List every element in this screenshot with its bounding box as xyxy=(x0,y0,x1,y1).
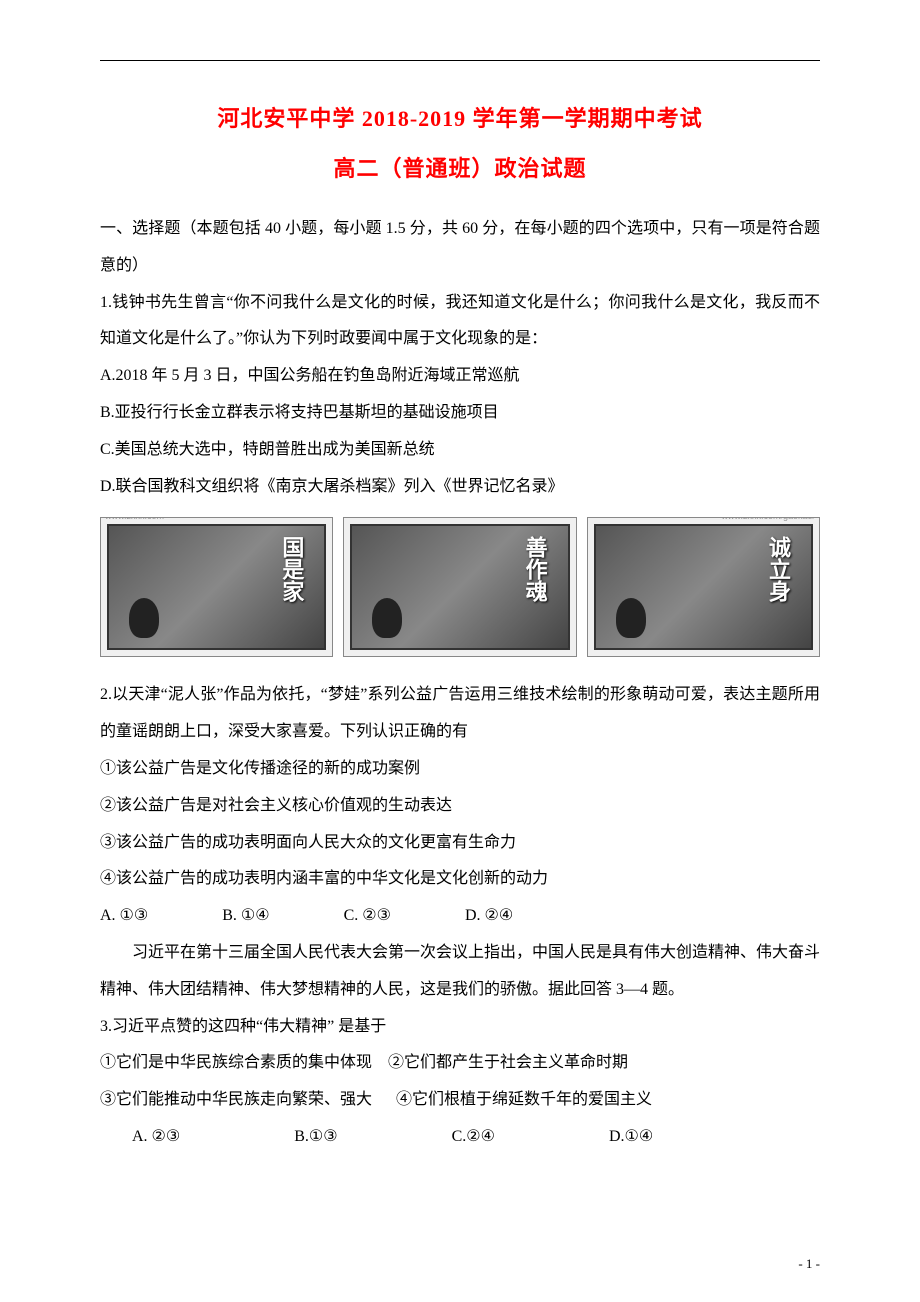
q3-line2: ③它们能推动中华民族走向繁荣、强大 ④它们根植于绵延数千年的爱国主义 xyxy=(100,1082,820,1119)
q1-stem: 1.钱钟书先生曾言“你不问我什么是文化的时候，我还知道文化是什么；你问我什么是文… xyxy=(100,285,820,359)
q3-optD: D.①④ xyxy=(609,1128,653,1145)
q3-s4: ④它们根植于绵延数千年的爱国主义 xyxy=(396,1091,652,1108)
main-title: 河北安平中学 2018-2019 学年第一学期期中考试 xyxy=(100,101,820,133)
section-header: 一、选择题（本题包括 40 小题，每小题 1.5 分，共 60 分，在每小题的四… xyxy=(100,211,820,285)
q2-optB: B. ①④ xyxy=(222,898,269,935)
q1-optA: A.2018 年 5 月 3 日，中国公务船在钓鱼岛附近海域正常巡航 xyxy=(100,358,820,395)
q2-optC: C. ②③ xyxy=(344,898,391,935)
q2-s4: ④该公益广告的成功表明内涵丰富的中华文化是文化创新的动力 xyxy=(100,861,820,898)
doll-icon xyxy=(129,598,159,638)
q1-optC: C.美国总统大选中，特朗普胜出成为美国新总统 xyxy=(100,432,820,469)
q2-s2: ②该公益广告是对社会主义核心价值观的生动表达 xyxy=(100,788,820,825)
q3-s1: ①它们是中华民族综合素质的集中体现 xyxy=(100,1054,372,1071)
page-number: - 1 - xyxy=(798,1256,820,1272)
q2-s3: ③该公益广告的成功表明面向人民大众的文化更富有生命力 xyxy=(100,825,820,862)
q2-s1: ①该公益广告是文化传播途径的新的成功案例 xyxy=(100,751,820,788)
image-card-1: www.zxxk.com 国是家 xyxy=(100,517,333,657)
q3-line1: ①它们是中华民族综合素质的集中体现 ②它们都产生于社会主义革命时期 xyxy=(100,1045,820,1082)
q2-stem: 2.以天津“泥人张”作品为依托，“梦娃”系列公益广告运用三维技术绘制的形象萌动可… xyxy=(100,677,820,751)
q3-stem: 3.习近平点赞的这四种“伟大精神” 是基于 xyxy=(100,1009,820,1046)
image-label-1: 国是家 xyxy=(266,536,317,602)
passage-3-4: 习近平在第十三届全国人民代表大会第一次会议上指出，中国人民是具有伟大创造精神、伟… xyxy=(100,935,820,1009)
q3-options: A. ②③ B.①③ C.②④ D.①④ xyxy=(100,1119,820,1156)
q1-optD: D.联合国教科文组织将《南京大屠杀档案》列入《世界记忆名录》 xyxy=(100,469,820,506)
q2-optA: A. ①③ xyxy=(100,898,148,935)
sub-title: 高二（普通班）政治试题 xyxy=(100,151,820,183)
q1-optB: B.亚投行行长金立群表示将支持巴基斯坦的基础设施项目 xyxy=(100,395,820,432)
image-inner-3: 诚立身 xyxy=(594,524,813,650)
doll-icon xyxy=(616,598,646,638)
image-label-3: 诚立身 xyxy=(752,536,803,602)
image-card-2: 善作魂 xyxy=(343,517,576,657)
q2-optD: D. ②④ xyxy=(465,898,513,935)
image-inner-2: 善作魂 xyxy=(350,524,569,650)
q3-s2: ②它们都产生于社会主义革命时期 xyxy=(388,1054,628,1071)
image-card-3: www.zxxk.com/gaokao/ 诚立身 xyxy=(587,517,820,657)
image-row: www.zxxk.com 国是家 善作魂 www.zxxk.com/gaokao… xyxy=(100,517,820,657)
q3-s3: ③它们能推动中华民族走向繁荣、强大 xyxy=(100,1091,372,1108)
image-inner-1: 国是家 xyxy=(107,524,326,650)
doll-icon xyxy=(372,598,402,638)
q2-options: A. ①③ B. ①④ C. ②③ D. ②④ xyxy=(100,898,820,935)
top-divider xyxy=(100,60,820,61)
q3-optA: A. ②③ xyxy=(132,1119,180,1156)
q3-optB: B.①③ xyxy=(294,1119,337,1156)
image-label-2: 善作魂 xyxy=(509,536,560,602)
q3-optC: C.②④ xyxy=(452,1119,495,1156)
document-body: 一、选择题（本题包括 40 小题，每小题 1.5 分，共 60 分，在每小题的四… xyxy=(100,211,820,1156)
